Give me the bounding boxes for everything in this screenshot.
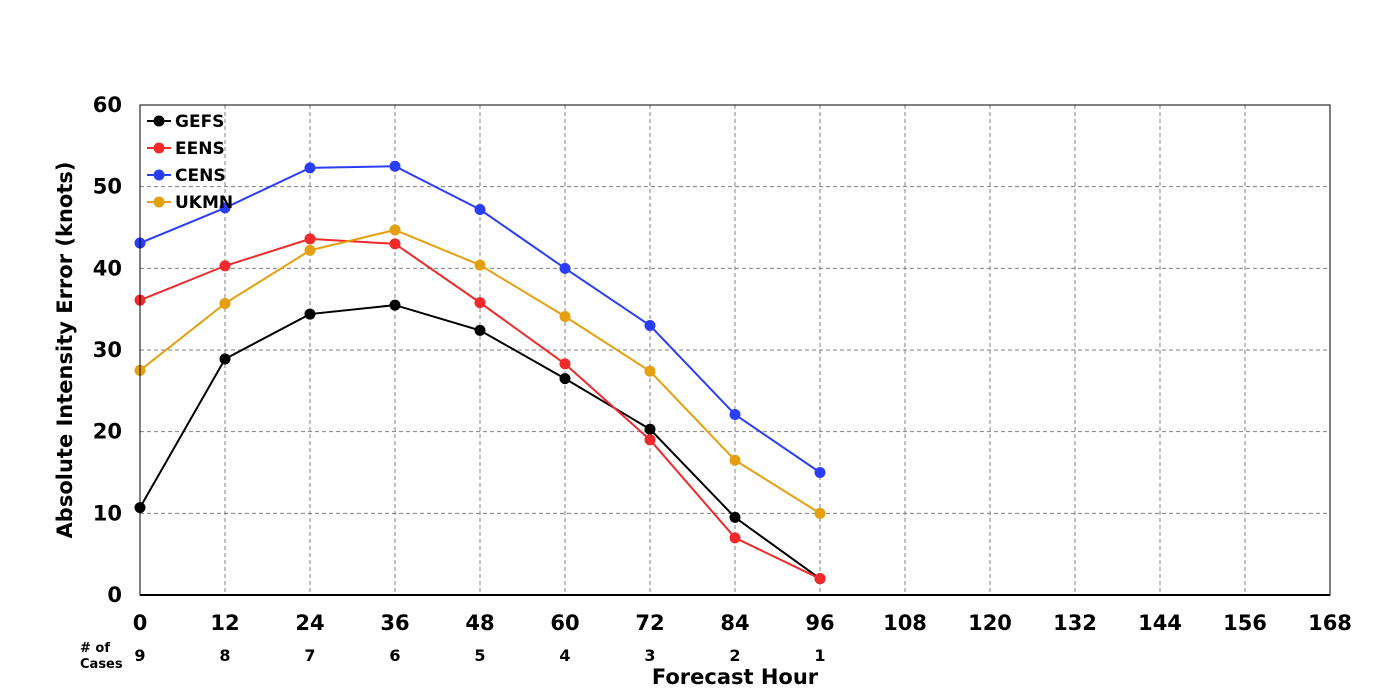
legend-marker [153, 115, 165, 127]
y-tick-label: 20 [93, 420, 122, 444]
legend: GEFS EENS CENS UKMN [147, 112, 233, 213]
x-tick-label: 60 [550, 611, 579, 635]
data-point-cens [814, 467, 826, 478]
case-count-label: 4 [559, 646, 570, 665]
cases-label-line2: Cases [80, 657, 123, 672]
x-tick-label: 12 [210, 611, 239, 635]
legend-label: CENS [175, 166, 226, 186]
series-cens [134, 160, 826, 478]
legend-marker [153, 169, 165, 181]
y-tick-label: 30 [93, 338, 122, 362]
series-lines [134, 160, 826, 585]
legend-marker [153, 142, 165, 154]
y-tick-labels: 0 10 20 30 40 50 60 [93, 93, 122, 607]
y-tick-label: 50 [93, 175, 122, 199]
data-point-ukmn [304, 244, 316, 256]
case-count-label: 1 [814, 646, 825, 665]
x-tick-label: 48 [465, 611, 494, 635]
data-point-ukmn [814, 507, 826, 519]
data-point-gefs [729, 511, 741, 523]
data-point-eens [304, 233, 316, 245]
data-point-ukmn [474, 259, 486, 271]
x-tick-label: 0 [133, 611, 148, 635]
data-point-cens [219, 202, 231, 214]
x-axis-title: Forecast Hour [652, 665, 819, 689]
data-point-ukmn [219, 297, 231, 309]
data-point-ukmn [559, 311, 571, 323]
legend-marker [153, 196, 165, 208]
case-count-label: 9 [134, 646, 145, 665]
case-count-label: 3 [644, 646, 655, 665]
x-tick-label: 168 [1308, 611, 1352, 635]
data-point-cens [474, 204, 486, 216]
data-point-ukmn [644, 365, 656, 377]
x-tick-label: 84 [720, 611, 749, 635]
data-point-cens [389, 160, 401, 172]
y-tick-label: 10 [93, 501, 122, 525]
data-point-eens [389, 238, 401, 250]
x-tick-label: 108 [883, 611, 927, 635]
data-point-eens [474, 297, 486, 309]
data-point-cens [644, 320, 656, 331]
data-point-gefs [559, 373, 571, 385]
grid-lines [140, 105, 1330, 595]
cases-label-line1: # of [80, 641, 110, 656]
case-count-label: 6 [389, 646, 400, 665]
legend-label: GEFS [175, 112, 224, 132]
data-point-eens [219, 260, 231, 272]
legend-label: EENS [175, 139, 225, 159]
data-point-eens [729, 532, 741, 544]
data-point-cens [304, 162, 316, 174]
data-point-ukmn [389, 224, 401, 236]
y-tick-label: 60 [93, 93, 122, 117]
data-point-ukmn [729, 454, 741, 466]
data-point-gefs [389, 299, 401, 311]
case-count-label: 7 [304, 646, 315, 665]
case-count-label: 2 [729, 646, 740, 665]
data-point-eens [559, 358, 571, 370]
y-axis-title: Absolute Intensity Error (knots) [53, 162, 77, 539]
x-tick-label: 96 [805, 611, 834, 635]
legend-label: UKMN [175, 193, 233, 213]
x-tick-label: 36 [380, 611, 409, 635]
x-tick-label: 156 [1223, 611, 1267, 635]
x-tick-label: 120 [968, 611, 1012, 635]
case-count-label: 8 [219, 646, 230, 665]
x-tick-label: 144 [1138, 611, 1182, 635]
y-tick-label: 40 [93, 256, 122, 280]
x-tick-labels: 0 12 24 36 48 60 72 84 96 108 120 132 144 156 168 [133, 611, 1352, 635]
y-tick-label: 0 [107, 583, 122, 607]
data-point-gefs [644, 423, 656, 435]
data-point-cens [729, 409, 741, 421]
x-tick-label: 24 [295, 611, 324, 635]
data-point-cens [559, 262, 571, 274]
legend-item-eens: EENS [147, 139, 225, 159]
case-count-label: 5 [474, 646, 485, 665]
data-point-gefs [304, 308, 316, 320]
series-eens [134, 233, 826, 585]
cases-row: # of Cases 9 8 7 6 5 4 3 2 1 [80, 641, 826, 672]
data-point-gefs [474, 324, 486, 336]
data-point-gefs [219, 353, 231, 365]
legend-item-gefs: GEFS [147, 112, 224, 132]
legend-item-ukmn: UKMN [147, 193, 233, 213]
x-tick-label: 72 [635, 611, 664, 635]
x-tick-label: 132 [1053, 611, 1097, 635]
legend-item-cens: CENS [147, 166, 226, 186]
data-point-eens [814, 573, 826, 585]
data-point-eens [644, 434, 656, 446]
